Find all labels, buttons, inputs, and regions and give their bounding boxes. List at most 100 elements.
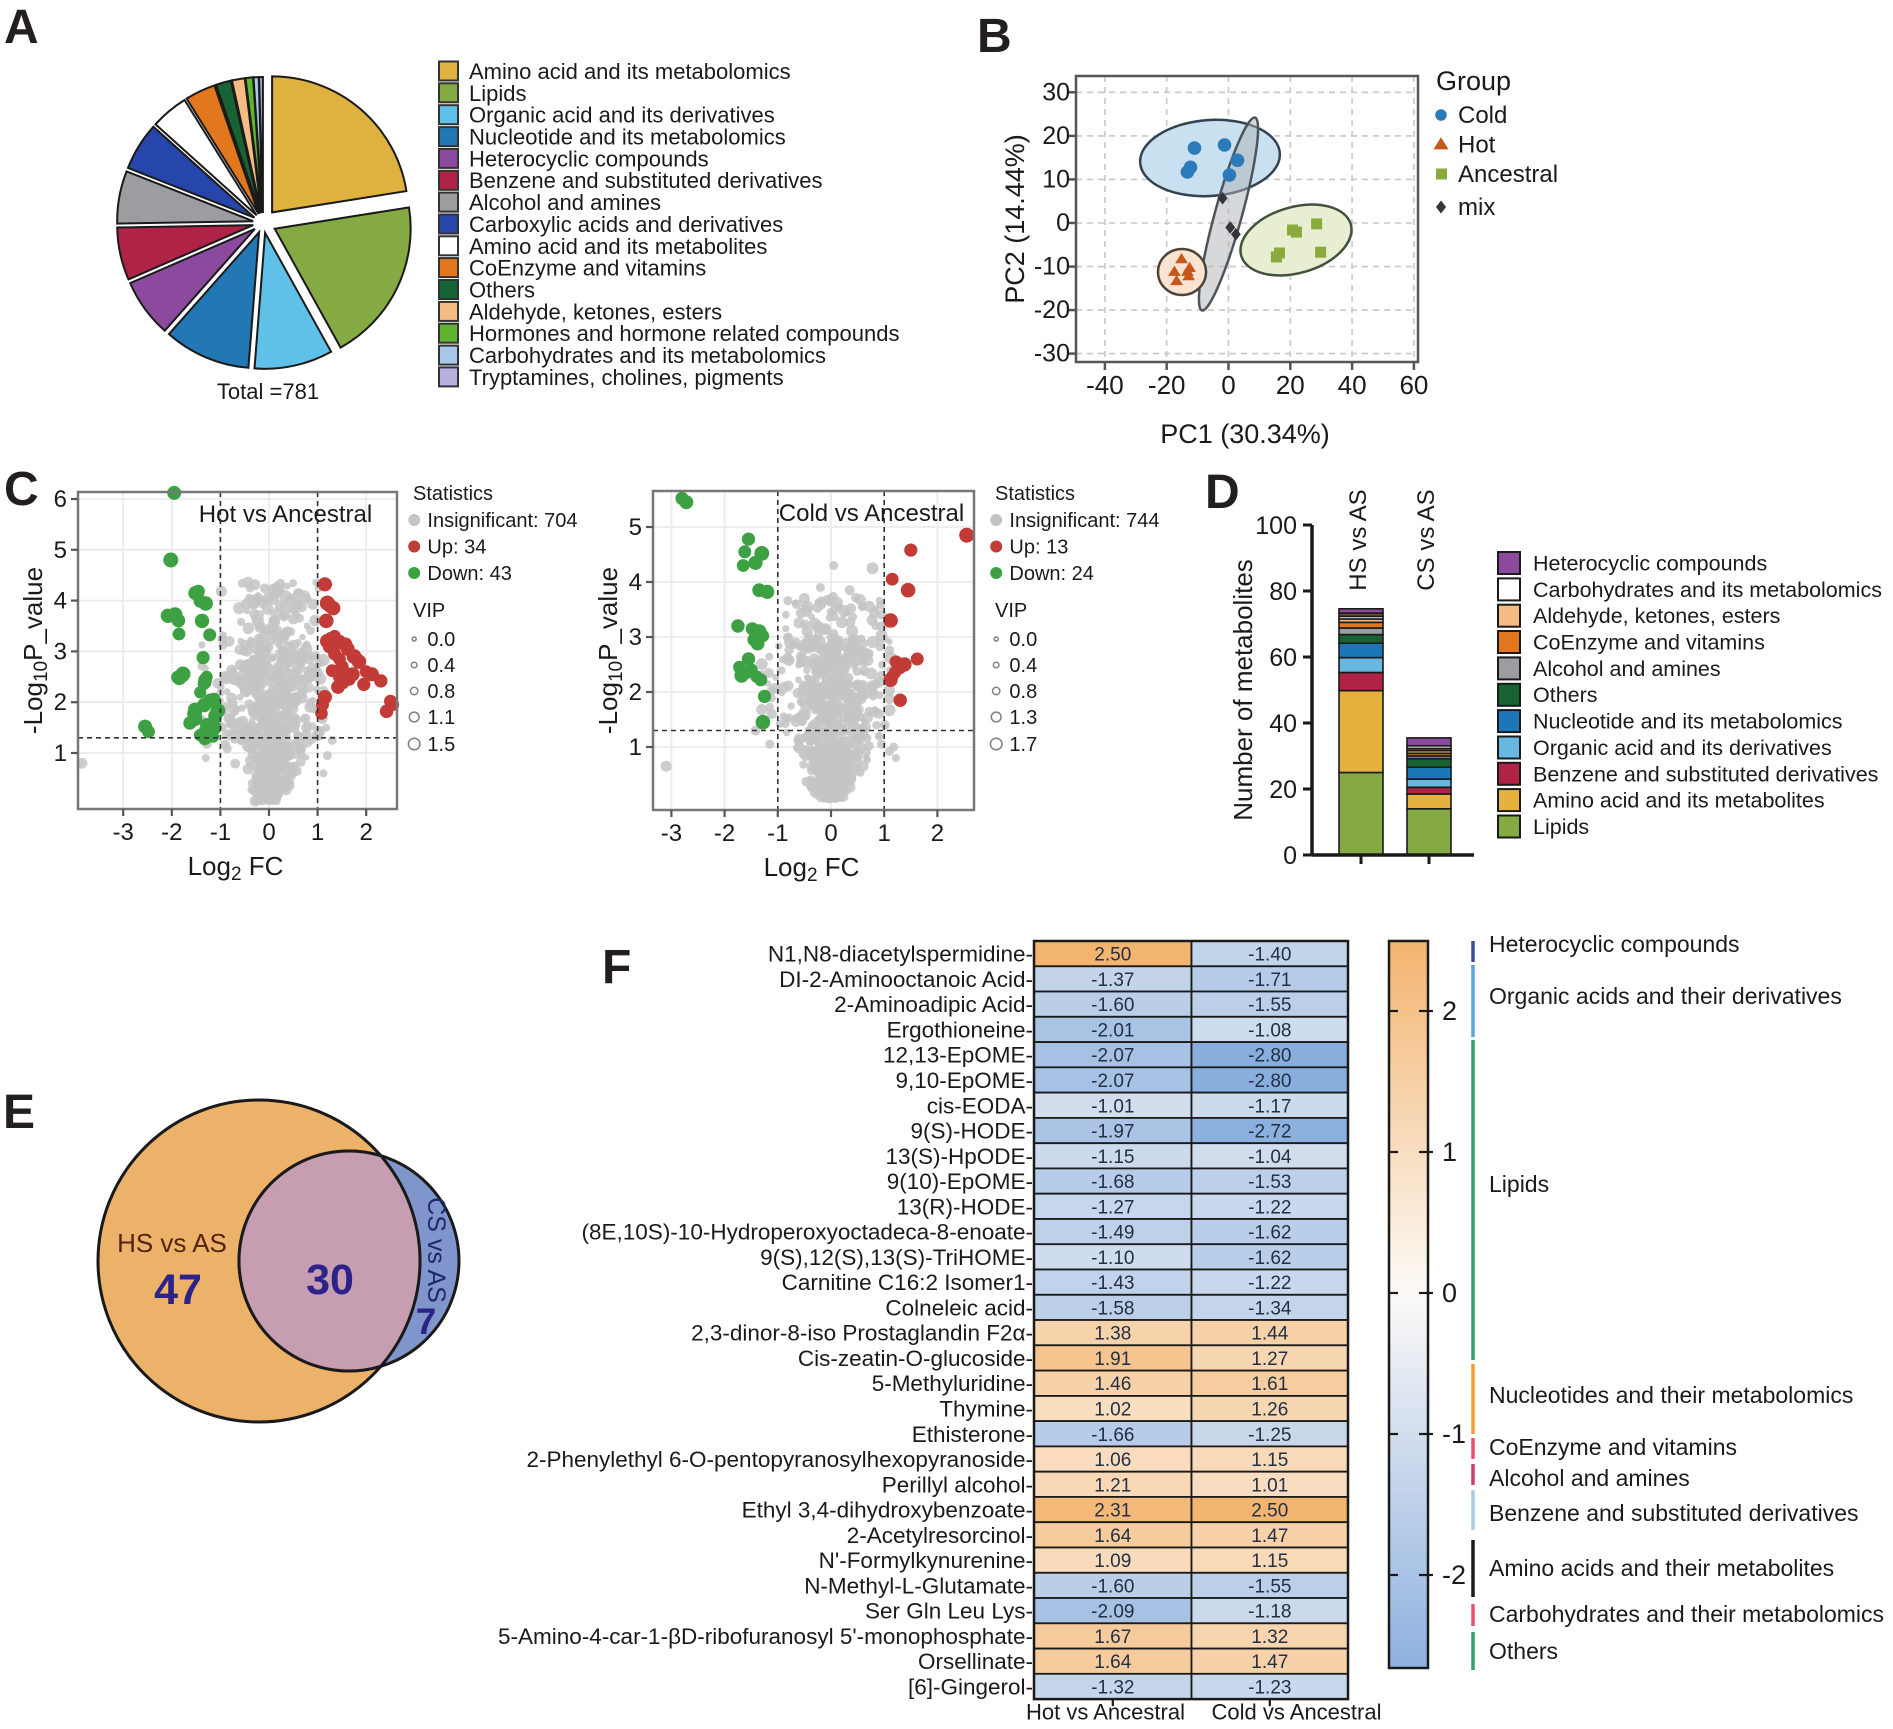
svg-text:0: 0 bbox=[1283, 842, 1297, 870]
svg-text:Hot: Hot bbox=[1458, 132, 1496, 159]
svg-text:1.7: 1.7 bbox=[1009, 734, 1037, 756]
svg-text:CS vs AS: CS vs AS bbox=[1413, 489, 1440, 590]
svg-text:1.09: 1.09 bbox=[1094, 1551, 1131, 1572]
svg-text:Up: 13: Up: 13 bbox=[1009, 537, 1068, 559]
svg-text:-1.60: -1.60 bbox=[1091, 995, 1134, 1016]
svg-text:-10: -10 bbox=[1034, 253, 1070, 281]
svg-text:100: 100 bbox=[1255, 512, 1297, 540]
svg-text:mix: mix bbox=[1458, 194, 1495, 221]
svg-text:Hot vs Ancestral: Hot vs Ancestral bbox=[199, 501, 372, 528]
svg-text:Ethisterone-: Ethisterone- bbox=[912, 1422, 1033, 1447]
svg-text:-1.15: -1.15 bbox=[1091, 1147, 1134, 1168]
svg-text:D: D bbox=[1205, 466, 1240, 519]
svg-text:47: 47 bbox=[154, 1266, 202, 1314]
svg-text:1.91: 1.91 bbox=[1094, 1349, 1131, 1370]
svg-text:CS vs AS: CS vs AS bbox=[422, 1197, 450, 1303]
svg-text:9(S)-HODE-: 9(S)-HODE- bbox=[911, 1119, 1034, 1144]
svg-text:Nucleotide and its metabolomic: Nucleotide and its metabolomics bbox=[1533, 710, 1843, 734]
svg-text:60: 60 bbox=[1399, 370, 1428, 400]
svg-text:9(10)-EpOME-: 9(10)-EpOME- bbox=[887, 1169, 1033, 1194]
svg-text:Insignificant: 704: Insignificant: 704 bbox=[427, 510, 577, 532]
svg-text:Group: Group bbox=[1436, 66, 1511, 96]
svg-text:1: 1 bbox=[54, 740, 67, 767]
svg-text:Amino acid and its metabolomi: Amino acid and its metabolomics bbox=[469, 59, 791, 84]
svg-text:-1.40: -1.40 bbox=[1248, 945, 1291, 966]
svg-text:-1.32: -1.32 bbox=[1091, 1678, 1134, 1699]
svg-text:0: 0 bbox=[262, 819, 275, 846]
svg-text:-20: -20 bbox=[1148, 370, 1186, 400]
svg-text:1.15: 1.15 bbox=[1251, 1551, 1288, 1572]
svg-text:Log2 FC: Log2 FC bbox=[764, 852, 860, 886]
svg-text:Cis-zeatin-O-glucoside-: Cis-zeatin-O-glucoside- bbox=[798, 1346, 1033, 1371]
svg-text:-1.53: -1.53 bbox=[1248, 1172, 1291, 1193]
svg-text:-1.08: -1.08 bbox=[1248, 1020, 1291, 1041]
svg-text:3: 3 bbox=[629, 624, 642, 651]
svg-text:HS vs AS: HS vs AS bbox=[1345, 489, 1372, 590]
svg-text:2.50: 2.50 bbox=[1094, 945, 1131, 966]
svg-text:Hot vs Ancestral: Hot vs Ancestral bbox=[1026, 1700, 1185, 1725]
svg-text:0: 0 bbox=[824, 820, 837, 847]
svg-text:Insignificant: 744: Insignificant: 744 bbox=[1009, 510, 1159, 532]
svg-text:Log2 FC: Log2 FC bbox=[188, 851, 284, 885]
svg-text:-2.07: -2.07 bbox=[1091, 1046, 1134, 1067]
svg-text:PC2 (14.44%): PC2 (14.44%) bbox=[1000, 134, 1030, 304]
svg-text:Carbohydrates and its metabolo: Carbohydrates and its metabolomics bbox=[1533, 578, 1882, 602]
svg-text:Ser Gln Leu Lys-: Ser Gln Leu Lys- bbox=[865, 1599, 1033, 1624]
svg-text:2: 2 bbox=[629, 679, 642, 706]
svg-text:-20: -20 bbox=[1034, 296, 1070, 324]
svg-text:1.44: 1.44 bbox=[1251, 1324, 1288, 1345]
svg-text:-1.60: -1.60 bbox=[1091, 1576, 1134, 1597]
svg-text:Aldehyde, ketones, esters: Aldehyde, ketones, esters bbox=[469, 299, 722, 324]
svg-text:-Log10P_value: -Log10P_value bbox=[593, 567, 627, 734]
svg-text:30: 30 bbox=[306, 1256, 354, 1304]
svg-text:0: 0 bbox=[1221, 370, 1235, 400]
svg-text:Nucleotide and its metabolomic: Nucleotide and its metabolomics bbox=[469, 125, 786, 150]
svg-text:-1.01: -1.01 bbox=[1091, 1096, 1134, 1117]
svg-text:-1.04: -1.04 bbox=[1248, 1147, 1292, 1168]
svg-text:Cold vs Ancestral: Cold vs Ancestral bbox=[779, 500, 964, 527]
svg-text:1.64: 1.64 bbox=[1094, 1526, 1131, 1547]
svg-text:Organic acids and their deriva: Organic acids and their derivatives bbox=[1489, 983, 1842, 1009]
svg-text:1.01: 1.01 bbox=[1251, 1475, 1288, 1496]
svg-text:0: 0 bbox=[1442, 1278, 1457, 1308]
svg-text:HS vs AS: HS vs AS bbox=[117, 1228, 227, 1258]
svg-text:F: F bbox=[602, 941, 631, 994]
svg-text:Lipids: Lipids bbox=[469, 81, 526, 106]
svg-text:1.1: 1.1 bbox=[427, 707, 455, 729]
svg-text:-3: -3 bbox=[661, 820, 682, 847]
svg-text:-1.62: -1.62 bbox=[1248, 1223, 1291, 1244]
svg-text:Ergothioneine-: Ergothioneine- bbox=[887, 1017, 1033, 1042]
svg-text:5: 5 bbox=[629, 514, 642, 541]
svg-text:-1.55: -1.55 bbox=[1248, 995, 1291, 1016]
svg-text:-40: -40 bbox=[1086, 370, 1124, 400]
svg-text:-2: -2 bbox=[714, 820, 735, 847]
svg-text:Benzene and substituted deriva: Benzene and substituted derivatives bbox=[1533, 762, 1878, 786]
svg-text:Alcohol and amines: Alcohol and amines bbox=[469, 190, 661, 215]
svg-text:-1: -1 bbox=[210, 819, 231, 846]
svg-text:20: 20 bbox=[1042, 122, 1070, 150]
svg-text:DI-2-Aminooctanoic Acid-: DI-2-Aminooctanoic Acid- bbox=[779, 967, 1033, 992]
svg-text:Orsellinate-: Orsellinate- bbox=[918, 1649, 1033, 1674]
svg-text:-3: -3 bbox=[113, 819, 134, 846]
svg-text:Carnitine C16:2 Isomer1-: Carnitine C16:2 Isomer1- bbox=[782, 1270, 1033, 1295]
svg-text:cis-EODA-: cis-EODA- bbox=[927, 1093, 1033, 1118]
svg-text:-1.22: -1.22 bbox=[1248, 1273, 1291, 1294]
svg-text:Colneleic acid-: Colneleic acid- bbox=[885, 1295, 1033, 1320]
svg-text:Number of metabolites: Number of metabolites bbox=[1228, 559, 1258, 821]
svg-text:Heterocyclic compounds: Heterocyclic compounds bbox=[1533, 552, 1767, 576]
svg-text:VIP: VIP bbox=[995, 600, 1027, 622]
svg-text:20: 20 bbox=[1269, 776, 1297, 804]
svg-text:-1.22: -1.22 bbox=[1248, 1197, 1291, 1218]
svg-text:1.38: 1.38 bbox=[1094, 1324, 1131, 1345]
svg-text:Others: Others bbox=[469, 278, 535, 303]
svg-text:N-Methyl-L-Glutamate-: N-Methyl-L-Glutamate- bbox=[804, 1573, 1033, 1598]
svg-text:[6]-Gingerol-: [6]-Gingerol- bbox=[908, 1675, 1033, 1700]
svg-text:-1.49: -1.49 bbox=[1091, 1223, 1134, 1244]
svg-text:Alcohol and amines: Alcohol and amines bbox=[1489, 1465, 1690, 1491]
svg-text:5: 5 bbox=[54, 537, 67, 564]
svg-text:1: 1 bbox=[878, 820, 891, 847]
svg-text:1: 1 bbox=[629, 734, 642, 761]
svg-text:9(S),12(S),13(S)-TriHOME-: 9(S),12(S),13(S)-TriHOME- bbox=[760, 1245, 1033, 1270]
svg-text:0.8: 0.8 bbox=[1009, 681, 1037, 703]
svg-text:-1.37: -1.37 bbox=[1091, 970, 1134, 991]
